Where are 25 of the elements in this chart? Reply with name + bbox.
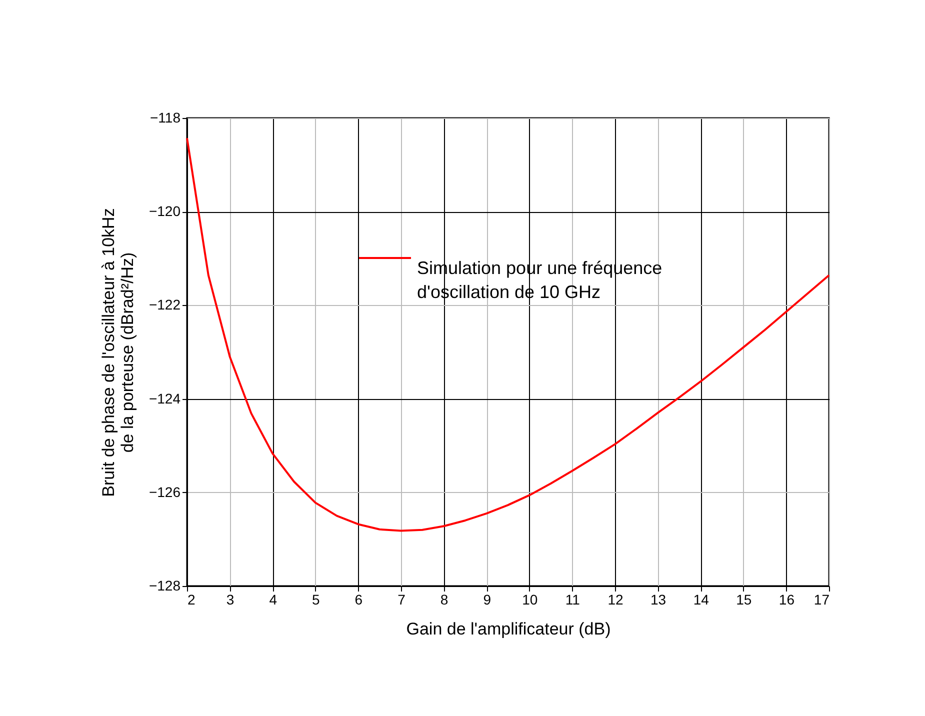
y-tick-label: −126 (148, 484, 181, 500)
x-axis-title: Gain de l'amplificateur (dB) (406, 620, 611, 638)
x-tick-label: 6 (354, 592, 363, 608)
x-tick-label: 9 (483, 592, 492, 608)
y-tick-label: −120 (148, 203, 181, 220)
x-tick-label: 16 (778, 592, 795, 608)
y-tick-label: −124 (148, 390, 181, 406)
x-tick-label: 14 (693, 592, 710, 608)
y-tick-label: −118 (150, 110, 181, 126)
x-tick-label: 3 (226, 592, 234, 608)
x-tick-label: 12 (608, 592, 624, 608)
y-tick-label: −122 (148, 296, 181, 313)
x-tick-label: 7 (398, 592, 406, 608)
x-tick-label: 2 (188, 592, 196, 608)
x-tick-label: 11 (565, 592, 580, 608)
y-tick-label: −128 (148, 578, 181, 594)
x-tick-label: 13 (650, 592, 666, 608)
x-tick-label: 17 (814, 592, 830, 608)
x-tick-label: 8 (440, 592, 448, 608)
x-tick-label: 5 (312, 592, 320, 608)
x-tick-label: 10 (522, 592, 538, 608)
x-tick-label: 15 (736, 592, 752, 608)
x-tick-label: 4 (269, 592, 278, 608)
y-axis-title: Bruit de phase de l'oscillateur à 10kHz de la porteuse (dBrad²/Hz) (98, 208, 137, 497)
line-series (186, 137, 830, 532)
